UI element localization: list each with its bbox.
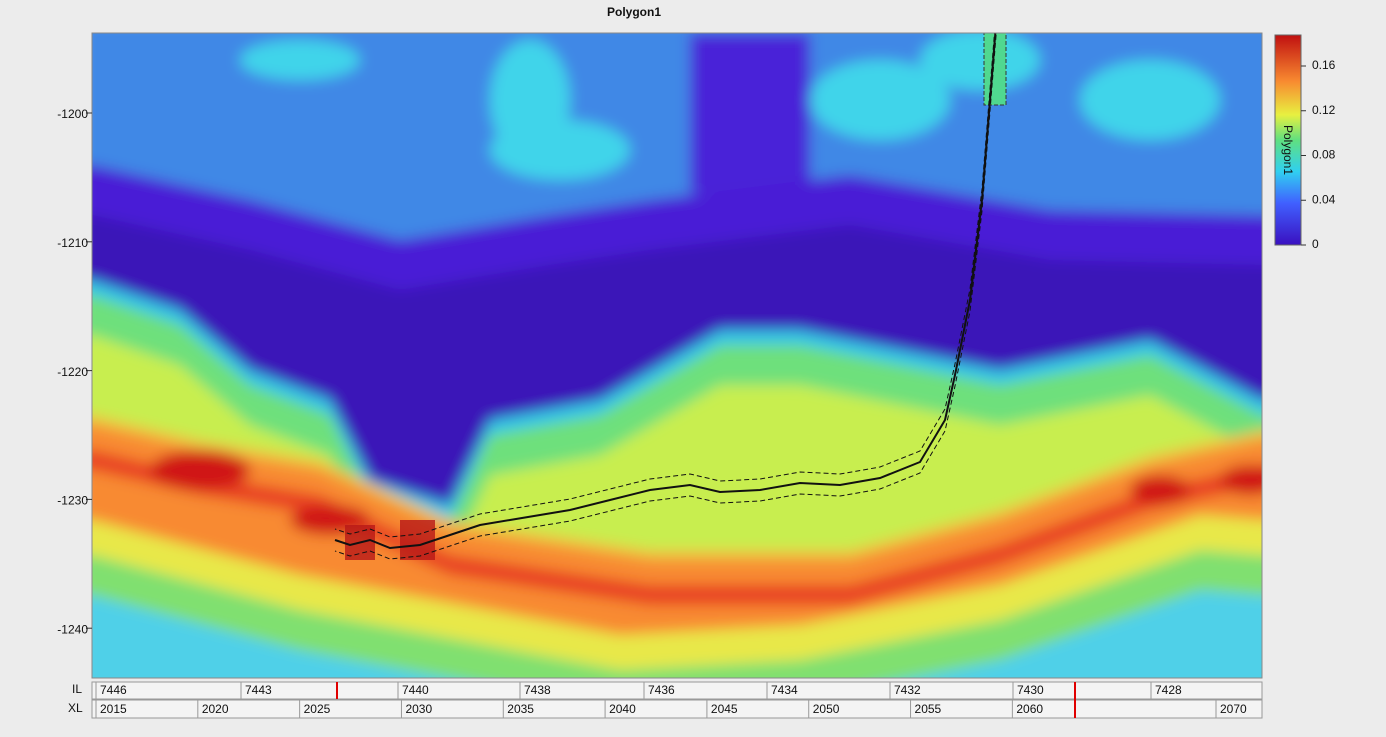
colorbar-tick-label: 0.04 [1312, 192, 1336, 206]
colorbar-tick-label: 0.12 [1312, 103, 1336, 117]
il-label: IL [72, 682, 82, 696]
colorbar-tick-label: 0 [1312, 237, 1319, 251]
well-path [334, 33, 995, 538]
il-tick-label: 7432 [894, 683, 921, 697]
well-segment [400, 520, 435, 560]
color-layers [92, 33, 1262, 678]
layer [92, 550, 1262, 678]
xl-tick-label: 2040 [609, 702, 636, 716]
xl-tick-label: 2050 [813, 702, 840, 716]
il-tick-label: 7446 [100, 683, 127, 697]
plot-frame [91, 32, 1263, 679]
layer [240, 40, 360, 80]
xl-tick-label: 2070 [1220, 702, 1247, 716]
xl-tick-label: 2025 [304, 702, 331, 716]
xl-label: XL [68, 701, 83, 715]
xl-strip [91, 699, 1263, 719]
colorbar-label: Polygon1 [1281, 125, 1295, 175]
il-strip [91, 681, 1263, 700]
il-tick-label: 7430 [1017, 683, 1044, 697]
il-tick-label: 7434 [771, 683, 798, 697]
xl-tick-label: 2020 [202, 702, 229, 716]
layer [1130, 475, 1190, 505]
seismic-section [92, 33, 1262, 678]
il-tick-label: 7428 [1155, 683, 1182, 697]
y-tick-label: -1220 [57, 365, 88, 379]
layer [810, 60, 950, 140]
il-tick-label: 7443 [245, 683, 272, 697]
xl-tick-label: 2015 [100, 702, 127, 716]
il-tick-label: 7440 [402, 683, 429, 697]
xl-tick-label: 2030 [405, 702, 432, 716]
layer [490, 120, 630, 180]
layer [690, 33, 810, 193]
y-tick-label: -1240 [57, 622, 88, 636]
well-tube [983, 33, 1007, 106]
colorbar-tick-label: 0.08 [1312, 148, 1336, 162]
title: Polygon1 [607, 5, 661, 19]
xl-tick-label: 2035 [507, 702, 534, 716]
il-tick-label: 7438 [524, 683, 551, 697]
y-tick-label: -1200 [57, 107, 88, 121]
layer [150, 450, 250, 490]
xl-tick-label: 2055 [915, 702, 942, 716]
well-path [334, 33, 997, 550]
colorbar [1274, 34, 1302, 246]
colorbar-tick-label: 0.16 [1312, 58, 1336, 72]
y-tick-label: -1210 [57, 236, 88, 250]
well-path [334, 33, 997, 560]
xl-tick-label: 2060 [1016, 702, 1043, 716]
il-tick-label: 7436 [648, 683, 675, 697]
layer [1080, 60, 1220, 140]
layer [920, 33, 1040, 90]
y-tick-label: -1230 [57, 494, 88, 508]
layer [1220, 465, 1262, 495]
layer [92, 590, 1262, 678]
xl-tick-label: 2045 [711, 702, 738, 716]
